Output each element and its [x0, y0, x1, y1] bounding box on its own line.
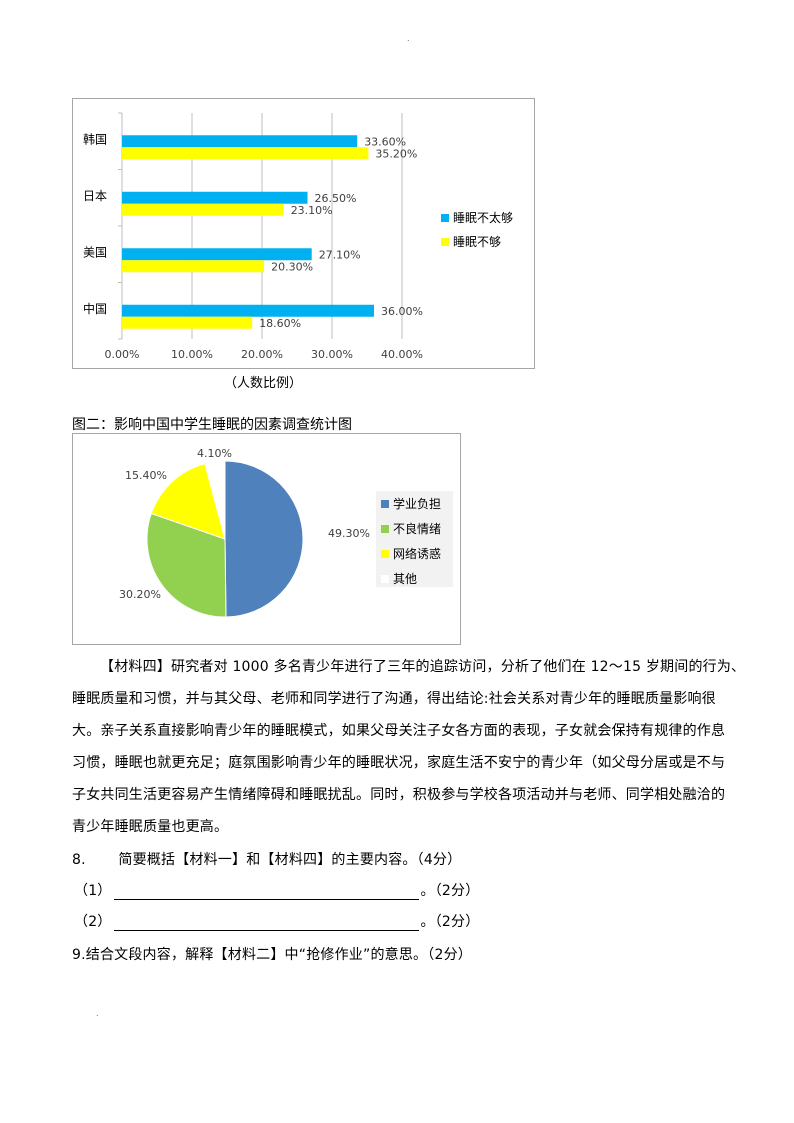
question-8: 8. 简要概括【材料一】和【材料四】的主要内容。（4分） [72, 849, 461, 869]
answer-score: 。（2分） [420, 883, 480, 899]
data-label: 23.10% [291, 204, 333, 217]
bar-chart-xlabel: （人数比例） [224, 376, 303, 391]
x-tick-label: 10.00% [171, 348, 213, 361]
legend-label: 网络诱惑 [393, 546, 441, 561]
pie-slice [150, 463, 226, 540]
bar [122, 316, 253, 329]
bar [122, 304, 374, 317]
pie-chart-title: 图二：影响中国中学生睡眠的因素调查统计图 [72, 417, 352, 433]
slice-label: 15.40% [125, 469, 167, 482]
x-tick-label: 20.00% [241, 348, 283, 361]
paragraph-line: 青少年睡眠质量也更高。 [72, 819, 229, 835]
bar [122, 260, 265, 273]
data-label: 27.10% [319, 248, 361, 261]
category-label: 中国 [83, 301, 107, 316]
legend-label: 睡眠不太够 [453, 210, 513, 225]
question-text: 简要概括【材料一】和【材料四】的主要内容。（4分） [118, 852, 462, 868]
data-label: 33.60% [364, 135, 406, 148]
answer-blank[interactable] [113, 885, 419, 900]
data-label: 35.20% [375, 147, 417, 160]
answer-label: （2） [74, 914, 112, 930]
paragraph-line: 大。亲子关系直接影响青少年的睡眠模式，如果父母关注子女各方面的表现，子女就会保持… [72, 723, 726, 739]
legend-swatch [381, 500, 389, 508]
x-tick-label: 40.00% [381, 348, 423, 361]
pie-slice [146, 512, 227, 618]
legend-swatch [381, 550, 389, 558]
bar-chart-frame: 0.00% 10.00% 20.00% 30.00% 40.00% 韩国 33.60% 35.… [72, 98, 535, 369]
bar [122, 135, 358, 148]
slice-label: 30.20% [119, 588, 161, 601]
question-number: 8. [72, 852, 86, 868]
question-9: 9.结合文段内容，解释【材料二】中“抢修作业”的意思。（2分） [72, 947, 472, 963]
pie-slice [204, 460, 226, 540]
legend-label: 睡眠不够 [453, 235, 501, 249]
data-label: 18.60% [259, 317, 301, 330]
bar [122, 248, 312, 261]
paragraph-line: 习惯，睡眠也就更充足；庭氛围影响青少年的睡眠状况，家庭生活不安宁的青少年（如父母… [72, 755, 726, 771]
category-label: 美国 [83, 245, 107, 259]
data-label: 36.00% [381, 305, 423, 318]
page-mark: . [407, 34, 410, 43]
category-label: 韩国 [83, 131, 107, 146]
data-label: 20.30% [271, 260, 313, 273]
pie-slice [224, 460, 304, 618]
slice-label: 4.10% [197, 447, 232, 460]
bar [122, 203, 284, 216]
x-tick-label: 0.00% [105, 348, 140, 361]
paragraph-line: 睡眠质量和习惯，并与其父母、老师和同学进行了沟通，得出结论:社会关系对青少年的睡… [72, 691, 716, 707]
legend-label: 不良情绪 [393, 521, 441, 536]
page-mark: . [96, 1009, 99, 1018]
bar [122, 147, 369, 160]
category-label: 日本 [83, 189, 107, 203]
legend-label: 其他 [393, 572, 417, 586]
data-label: 26.50% [315, 192, 357, 205]
answer-1: （1） 。（2分） [74, 880, 479, 900]
answer-label: （1） [74, 883, 112, 899]
paragraph-line: 子女共同生活更容易产生情绪障碍和睡眠扰乱。同时，积极参与学校各项活动并与老师、同… [72, 787, 726, 803]
paragraph-line: 【材料四】研究者对 1000 多名青少年进行了三年的追踪访问，分析了他们在 12… [100, 659, 746, 675]
x-tick-label: 30.00% [311, 348, 353, 361]
bar-chart: 0.00% 10.00% 20.00% 30.00% 40.00% 韩国 33.60%35.… [83, 112, 513, 361]
bar [122, 191, 308, 204]
slice-label: 49.30% [328, 527, 370, 540]
answer-blank[interactable] [113, 916, 419, 931]
pie-chart-frame: 49.30% 30.20% 15.40% 4.10% 学业负担不良情绪网络诱惑其他 [72, 433, 461, 645]
legend-swatch [441, 238, 449, 246]
legend-label: 学业负担 [393, 496, 441, 511]
legend-swatch [381, 575, 389, 583]
answer-score: 。（2分） [420, 914, 480, 930]
answer-2: （2） 。（2分） [74, 911, 479, 931]
legend-swatch [441, 214, 449, 222]
legend-swatch [381, 525, 389, 533]
